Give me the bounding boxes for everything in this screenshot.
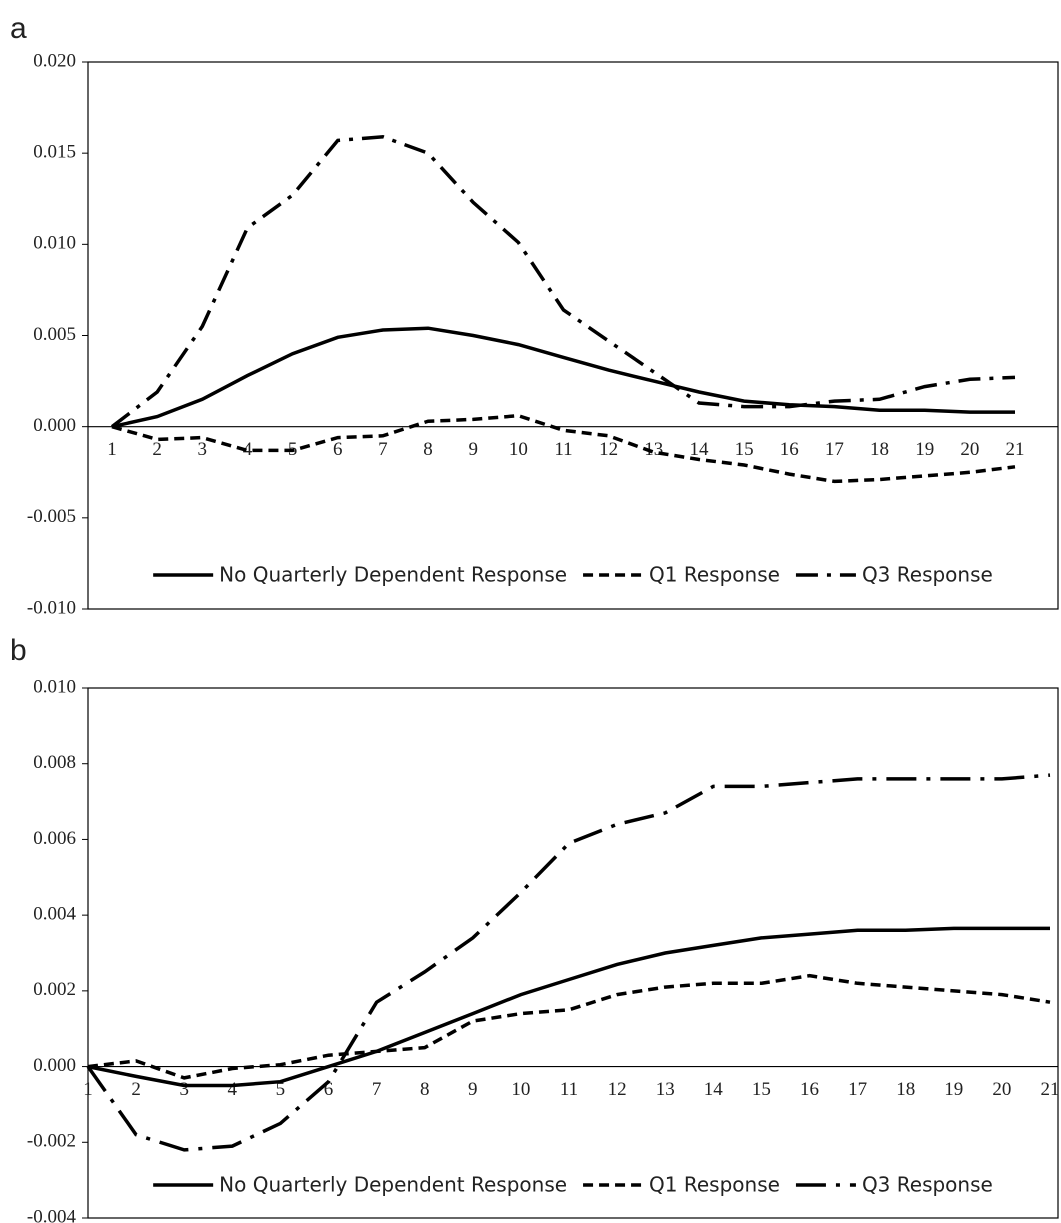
x-tick-label: 1: [83, 1079, 93, 1100]
x-tick-label: 7: [372, 1079, 382, 1100]
x-tick-label: 11: [554, 439, 572, 460]
x-tick-label: 17: [825, 439, 844, 460]
y-tick-label: 0.005: [33, 324, 76, 345]
y-tick-label: 0.015: [33, 142, 76, 163]
plot-frame: [87, 687, 1059, 1219]
x-tick-label: 3: [179, 1079, 189, 1100]
y-tick-label: -0.010: [27, 597, 76, 618]
x-tick-label: 2: [152, 439, 162, 460]
x-tick-label: 10: [511, 1079, 530, 1100]
y-tick-label: -0.002: [27, 1131, 76, 1152]
x-tick-label: 14: [704, 1079, 724, 1100]
x-tick-label: 14: [689, 439, 709, 460]
y-tick-label: 0.010: [33, 676, 76, 697]
x-tick-label: 9: [468, 439, 478, 460]
x-tick-label: 18: [896, 1079, 915, 1100]
legend-label: No Quarterly Dependent Response: [219, 563, 567, 587]
legend-label: No Quarterly Dependent Response: [219, 1173, 567, 1197]
y-tick-label: 0.000: [33, 415, 76, 436]
x-tick-label: 16: [800, 1079, 819, 1100]
x-tick-label: 12: [608, 1079, 627, 1100]
panel-label: a: [10, 12, 27, 45]
series-line: [110, 135, 1016, 429]
x-tick-label: 12: [599, 439, 618, 460]
y-tick-label: 0.000: [33, 1055, 76, 1076]
plot-frame: [87, 61, 1059, 610]
x-tick-label: 16: [780, 439, 799, 460]
x-tick-label: 8: [420, 1079, 430, 1100]
series-line: [87, 973, 1051, 1080]
x-tick-label: 7: [378, 439, 388, 460]
x-tick-label: 20: [960, 439, 979, 460]
series-line: [111, 413, 1016, 484]
x-tick-label: 19: [915, 439, 934, 460]
y-tick-label: -0.004: [27, 1206, 77, 1223]
y-tick-label: -0.005: [27, 506, 76, 527]
series-line: [87, 926, 1050, 1088]
legend-label: Q3 Response: [862, 1173, 993, 1197]
y-tick-label: 0.006: [33, 828, 76, 849]
x-tick-label: 18: [870, 439, 889, 460]
x-tick-label: 8: [423, 439, 433, 460]
x-tick-label: 4: [243, 439, 253, 460]
x-tick-label: 15: [752, 1079, 771, 1100]
x-tick-label: 10: [509, 439, 528, 460]
x-tick-label: 13: [644, 439, 663, 460]
x-tick-label: 6: [324, 1079, 334, 1100]
x-tick-label: 2: [131, 1079, 141, 1100]
x-tick-label: 15: [735, 439, 754, 460]
x-tick-label: 20: [992, 1079, 1011, 1100]
x-tick-label: 9: [468, 1079, 478, 1100]
x-tick-label: 13: [656, 1079, 675, 1100]
panel-label: b: [10, 634, 27, 667]
x-tick-label: 1: [107, 439, 117, 460]
y-tick-label: 0.020: [33, 50, 76, 71]
x-tick-label: 3: [198, 439, 208, 460]
x-tick-label: 19: [944, 1079, 963, 1100]
x-tick-label: 11: [560, 1079, 578, 1100]
legend-label: Q1 Response: [649, 1173, 780, 1197]
legend-label: Q3 Response: [862, 563, 993, 587]
x-tick-label: 4: [228, 1079, 238, 1100]
x-tick-label: 17: [848, 1079, 867, 1100]
legend-label: Q1 Response: [649, 563, 780, 587]
y-tick-label: 0.004: [33, 904, 76, 925]
x-tick-label: 5: [276, 1079, 286, 1100]
x-tick-label: 6: [333, 439, 343, 460]
y-tick-label: 0.010: [33, 233, 76, 254]
x-tick-label: 21: [1006, 439, 1025, 460]
series-line: [111, 326, 1015, 429]
series-line: [86, 773, 1051, 1152]
y-tick-label: 0.008: [33, 752, 76, 773]
y-tick-label: 0.002: [33, 979, 76, 1000]
x-tick-label: 21: [1041, 1079, 1060, 1100]
